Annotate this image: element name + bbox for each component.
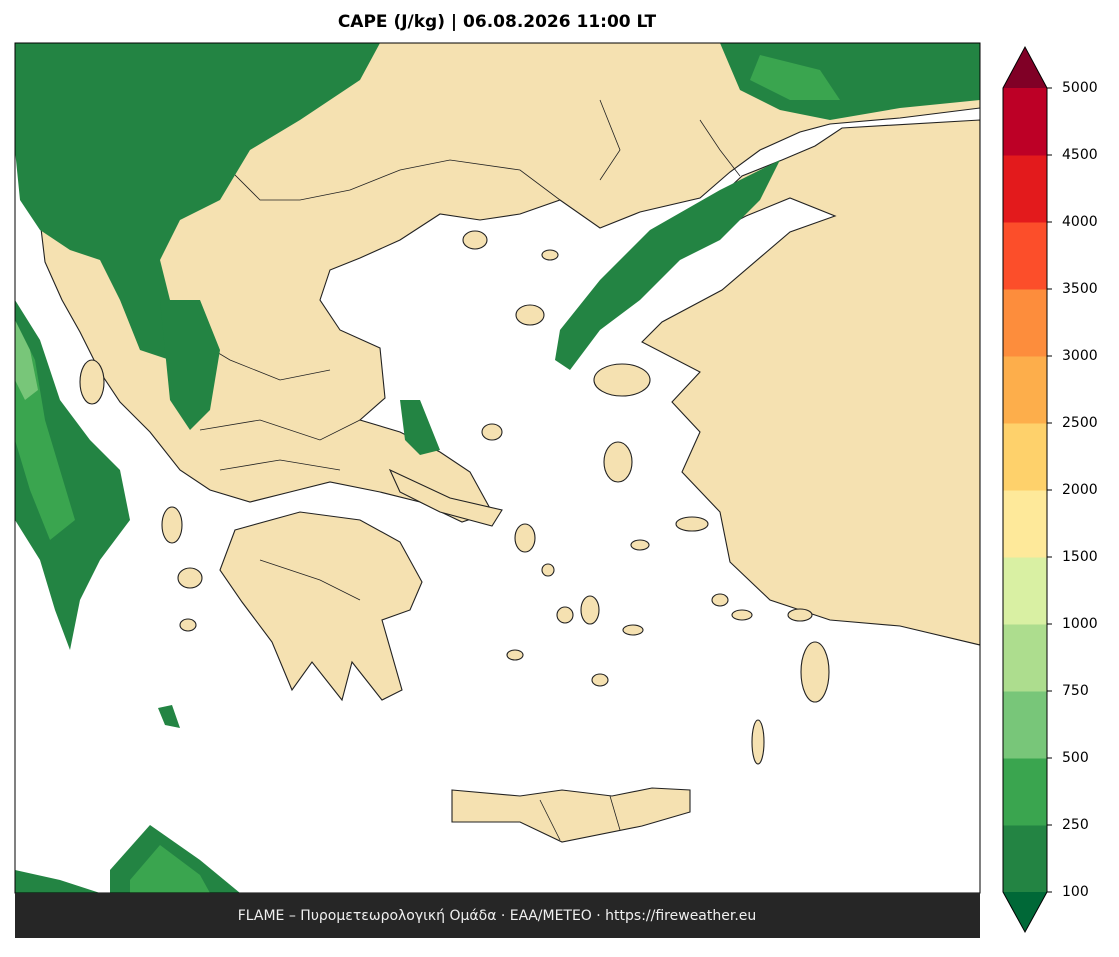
colorbar-over-arrow bbox=[1003, 47, 1047, 88]
colorbar-tick-label: 4500 bbox=[1062, 147, 1098, 163]
colorbar-tick-label: 3500 bbox=[1062, 281, 1098, 297]
colorbar-tick-label: 2000 bbox=[1062, 482, 1098, 498]
colorbar-segment bbox=[1003, 423, 1047, 491]
colorbar-segment bbox=[1003, 88, 1047, 156]
colorbar-segment bbox=[1003, 289, 1047, 357]
colorbar-tick-label: 2500 bbox=[1062, 415, 1098, 431]
colorbar-tick-label: 1000 bbox=[1062, 616, 1098, 632]
colorbar-segment bbox=[1003, 624, 1047, 692]
colorbar-tick-label: 750 bbox=[1062, 683, 1089, 699]
map-title: CAPE (J/kg) | 06.08.2026 11:00 LT bbox=[338, 12, 657, 32]
colorbar-segment bbox=[1003, 356, 1047, 424]
colorbar-tick-label: 5000 bbox=[1062, 80, 1098, 96]
colorbar-tick-label: 100 bbox=[1062, 884, 1089, 900]
footer-text: FLAME – Πυρομετεωρολογική Ομάδα · ΕΑΑ/ME… bbox=[238, 908, 757, 924]
colorbar-segment bbox=[1003, 490, 1047, 558]
colorbar-segment bbox=[1003, 825, 1047, 893]
colorbar-segment bbox=[1003, 691, 1047, 759]
colorbar-tick-label: 1500 bbox=[1062, 549, 1098, 565]
colorbar-tick-label: 3000 bbox=[1062, 348, 1098, 364]
colorbar-tick-label: 250 bbox=[1062, 817, 1089, 833]
colorbar-segment bbox=[1003, 155, 1047, 223]
map bbox=[14, 42, 981, 894]
colorbar: 100 250 500 750 1000 1500 2000 2500 3000 3500 4000… bbox=[1002, 45, 1098, 934]
footer-bar bbox=[15, 893, 980, 938]
colorbar-under-arrow bbox=[1003, 892, 1047, 932]
colorbar-tick-label: 500 bbox=[1062, 750, 1089, 766]
colorbar-tick-label: 4000 bbox=[1062, 214, 1098, 230]
colorbar-segment bbox=[1003, 557, 1047, 625]
colorbar-segment bbox=[1003, 758, 1047, 826]
colorbar-segment bbox=[1003, 222, 1047, 290]
